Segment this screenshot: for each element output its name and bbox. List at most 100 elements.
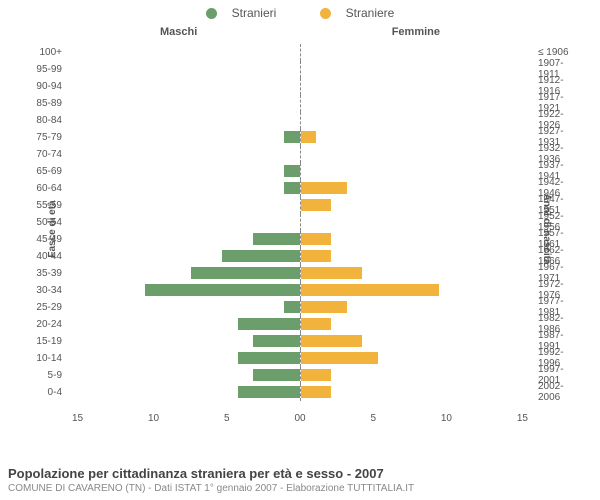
female-bar bbox=[301, 131, 316, 143]
female-bar bbox=[301, 267, 363, 279]
female-half bbox=[300, 214, 533, 231]
pyramid-row: 90-941912-1916 bbox=[72, 78, 528, 95]
header-right: Femmine bbox=[392, 26, 440, 38]
female-half bbox=[300, 282, 533, 299]
bar-zone bbox=[68, 61, 532, 78]
x-axis-left: 151050 bbox=[72, 413, 300, 424]
male-bar bbox=[145, 284, 299, 296]
pyramid-row: 65-691937-1941 bbox=[72, 163, 528, 180]
pyramid-row: 45-491957-1961 bbox=[72, 231, 528, 248]
female-bar bbox=[301, 369, 332, 381]
female-half bbox=[300, 61, 533, 78]
female-bar bbox=[301, 199, 332, 211]
female-half bbox=[300, 163, 533, 180]
pyramid-row: 100+≤ 1906 bbox=[72, 44, 528, 61]
female-bar bbox=[301, 352, 378, 364]
age-label: 10-14 bbox=[28, 353, 68, 364]
bar-zone bbox=[68, 282, 532, 299]
age-label: 75-79 bbox=[28, 132, 68, 143]
bar-zone bbox=[68, 197, 532, 214]
age-label: 80-84 bbox=[28, 115, 68, 126]
pyramid-row: 35-391967-1971 bbox=[72, 265, 528, 282]
male-half bbox=[68, 78, 300, 95]
header-left: Maschi bbox=[160, 26, 197, 38]
legend-label-female: Straniere bbox=[346, 6, 395, 20]
male-half bbox=[68, 265, 300, 282]
male-bar bbox=[238, 318, 300, 330]
male-half bbox=[68, 282, 300, 299]
age-label: 35-39 bbox=[28, 268, 68, 279]
male-half bbox=[68, 214, 300, 231]
x-tick: 5 bbox=[224, 413, 230, 424]
female-half bbox=[300, 384, 533, 401]
pyramid-row: 50-541952-1956 bbox=[72, 214, 528, 231]
female-half bbox=[300, 197, 533, 214]
male-bar bbox=[253, 369, 299, 381]
female-half bbox=[300, 112, 533, 129]
male-half bbox=[68, 197, 300, 214]
age-label: 95-99 bbox=[28, 64, 68, 75]
male-half bbox=[68, 316, 300, 333]
pyramid-row: 20-241982-1986 bbox=[72, 316, 528, 333]
pyramid-row: 75-791927-1931 bbox=[72, 129, 528, 146]
age-label: 90-94 bbox=[28, 81, 68, 92]
bar-zone bbox=[68, 333, 532, 350]
legend: Stranieri Straniere bbox=[0, 0, 600, 24]
female-half bbox=[300, 95, 533, 112]
x-axis: 151050 051015 bbox=[72, 413, 528, 424]
legend-item-female: Straniere bbox=[310, 6, 405, 20]
male-bar bbox=[284, 182, 299, 194]
legend-swatch-female bbox=[320, 8, 331, 19]
age-label: 100+ bbox=[28, 47, 68, 58]
male-bar bbox=[284, 165, 299, 177]
age-label: 60-64 bbox=[28, 183, 68, 194]
female-half bbox=[300, 299, 533, 316]
male-half bbox=[68, 333, 300, 350]
female-half bbox=[300, 265, 533, 282]
bar-zone bbox=[68, 214, 532, 231]
chart-title: Popolazione per cittadinanza straniera p… bbox=[8, 466, 592, 481]
age-label: 15-19 bbox=[28, 336, 68, 347]
male-half bbox=[68, 112, 300, 129]
pyramid-row: 5-91997-2001 bbox=[72, 367, 528, 384]
female-bar bbox=[301, 250, 332, 262]
chart-footer: Popolazione per cittadinanza straniera p… bbox=[8, 466, 592, 494]
birth-year-label: 2002-2006 bbox=[532, 381, 584, 403]
age-label: 30-34 bbox=[28, 285, 68, 296]
pyramid-row: 85-891917-1921 bbox=[72, 95, 528, 112]
age-label: 25-29 bbox=[28, 302, 68, 313]
male-half bbox=[68, 146, 300, 163]
male-half bbox=[68, 44, 300, 61]
pyramid-row: 25-291977-1981 bbox=[72, 299, 528, 316]
pyramid-row: 0-42002-2006 bbox=[72, 384, 528, 401]
x-tick: 15 bbox=[72, 413, 83, 424]
bar-zone bbox=[68, 350, 532, 367]
bar-zone bbox=[68, 112, 532, 129]
legend-label-male: Stranieri bbox=[232, 6, 277, 20]
bar-zone bbox=[68, 231, 532, 248]
age-label: 0-4 bbox=[28, 387, 68, 398]
bar-zone bbox=[68, 265, 532, 282]
legend-item-male: Stranieri bbox=[196, 6, 287, 20]
pyramid-row: 95-991907-1911 bbox=[72, 61, 528, 78]
female-bar bbox=[301, 386, 332, 398]
pyramid-row: 80-841922-1926 bbox=[72, 112, 528, 129]
female-bar bbox=[301, 233, 332, 245]
female-half bbox=[300, 316, 533, 333]
female-half bbox=[300, 350, 533, 367]
bar-zone bbox=[68, 95, 532, 112]
male-half bbox=[68, 384, 300, 401]
age-label: 45-49 bbox=[28, 234, 68, 245]
male-half bbox=[68, 129, 300, 146]
female-half bbox=[300, 146, 533, 163]
bar-zone bbox=[68, 180, 532, 197]
bar-zone bbox=[68, 146, 532, 163]
male-half bbox=[68, 180, 300, 197]
female-half bbox=[300, 180, 533, 197]
female-half bbox=[300, 248, 533, 265]
male-half bbox=[68, 248, 300, 265]
chart-area: Maschi Femmine Fasce di età Anni di nasc… bbox=[20, 24, 580, 434]
bar-zone bbox=[68, 248, 532, 265]
birth-year-label: ≤ 1906 bbox=[532, 47, 584, 58]
male-half bbox=[68, 299, 300, 316]
